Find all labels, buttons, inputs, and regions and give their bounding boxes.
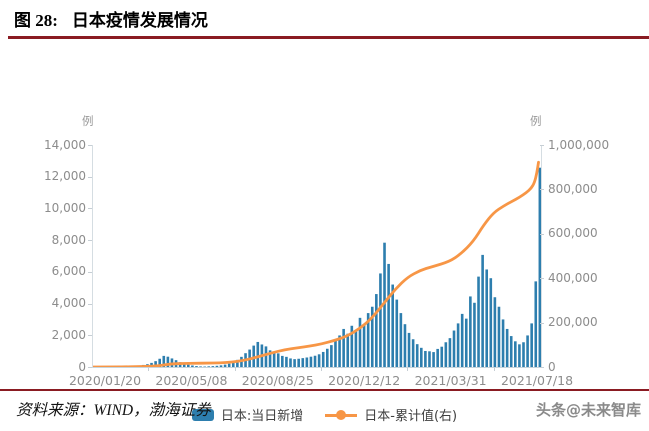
y-tick-label-left: 12,000 bbox=[44, 169, 86, 184]
tick-mark-left bbox=[88, 335, 92, 337]
tick-mark-bottom bbox=[234, 367, 236, 371]
tick-mark-right bbox=[540, 145, 544, 146]
unit-label-left: 例 bbox=[82, 114, 94, 128]
daily-bars-and-cumulative-line bbox=[93, 160, 541, 367]
legend: 日本:当日新增 日本-累计值(右) bbox=[0, 405, 649, 424]
tick-mark-left bbox=[88, 303, 92, 305]
y-tick-label-right: 1,000,000 bbox=[548, 137, 610, 152]
tick-mark-left bbox=[88, 145, 92, 146]
legend-line-dot-marker bbox=[325, 409, 358, 420]
figure-number: 图 28: bbox=[14, 11, 58, 30]
x-tick-label: 2020/01/20 bbox=[68, 373, 142, 388]
y-tick-label-left: 14,000 bbox=[44, 137, 86, 152]
y-tick-label-left: 8,000 bbox=[51, 232, 86, 247]
legend-label-cumulative: 日本-累计值(右) bbox=[364, 409, 458, 424]
figure-title-row: 图 28: 日本疫情发展情况 bbox=[14, 6, 639, 31]
tick-mark-bottom bbox=[321, 367, 322, 371]
y-tick-label-left: 10,000 bbox=[44, 200, 86, 215]
y-tick-label-right: 0 bbox=[548, 359, 556, 374]
unit-label-right: 例 bbox=[530, 114, 542, 128]
tick-mark-right bbox=[540, 322, 544, 324]
chart: 例 例 14,000 12,000 10,000 8,000 6,000 4,000 2,0… bbox=[0, 42, 649, 424]
legend-item-cumulative: 日本-累计值(右) bbox=[325, 405, 457, 424]
x-tick-label: 2020/08/25 bbox=[241, 373, 314, 388]
tick-mark-left bbox=[88, 240, 92, 242]
plot-area bbox=[92, 145, 542, 368]
tick-mark-bottom bbox=[493, 367, 495, 371]
tick-mark-left bbox=[88, 367, 92, 368]
page-title: 日本疫情发展情况 bbox=[71, 11, 208, 31]
tick-mark-left bbox=[88, 271, 92, 273]
source-text: 资料来源：WIND，渤海证券 bbox=[16, 402, 211, 419]
x-tick-label: 2021/07/18 bbox=[500, 373, 574, 388]
tick-mark-right bbox=[540, 367, 544, 368]
tick-mark-right bbox=[540, 278, 544, 280]
legend-label-daily-new: 日本:当日新增 bbox=[220, 409, 304, 424]
y-tick-label-right: 200,000 bbox=[548, 315, 598, 330]
x-tick-label: 2020/05/08 bbox=[155, 373, 228, 388]
footer-divider-rule bbox=[0, 389, 649, 391]
x-tick-label: 2020/12/12 bbox=[328, 373, 401, 388]
y-tick-label-right: 400,000 bbox=[548, 270, 598, 285]
tick-mark-right bbox=[540, 189, 544, 191]
tick-mark-left bbox=[88, 208, 92, 210]
tick-mark-bottom bbox=[148, 367, 150, 371]
y-tick-label-left: 4,000 bbox=[51, 296, 86, 311]
watermark-text: 头条@未来智库 bbox=[535, 401, 641, 419]
tick-mark-right bbox=[540, 233, 544, 235]
y-tick-label-left: 0 bbox=[78, 359, 86, 374]
y-tick-label-right: 800,000 bbox=[548, 181, 598, 196]
title-divider-rule bbox=[8, 36, 649, 39]
x-tick-label: 2021/03/31 bbox=[414, 373, 487, 388]
tick-mark-bottom bbox=[407, 367, 409, 371]
legend-item-daily-new: 日本:当日新增 bbox=[191, 405, 304, 424]
y-tick-label-right: 600,000 bbox=[548, 226, 598, 241]
y-tick-label-left: 2,000 bbox=[51, 327, 86, 342]
legend-swatch-daily-new bbox=[191, 408, 214, 421]
tick-mark-left bbox=[88, 176, 92, 178]
y-tick-label-left: 6,000 bbox=[51, 264, 86, 279]
